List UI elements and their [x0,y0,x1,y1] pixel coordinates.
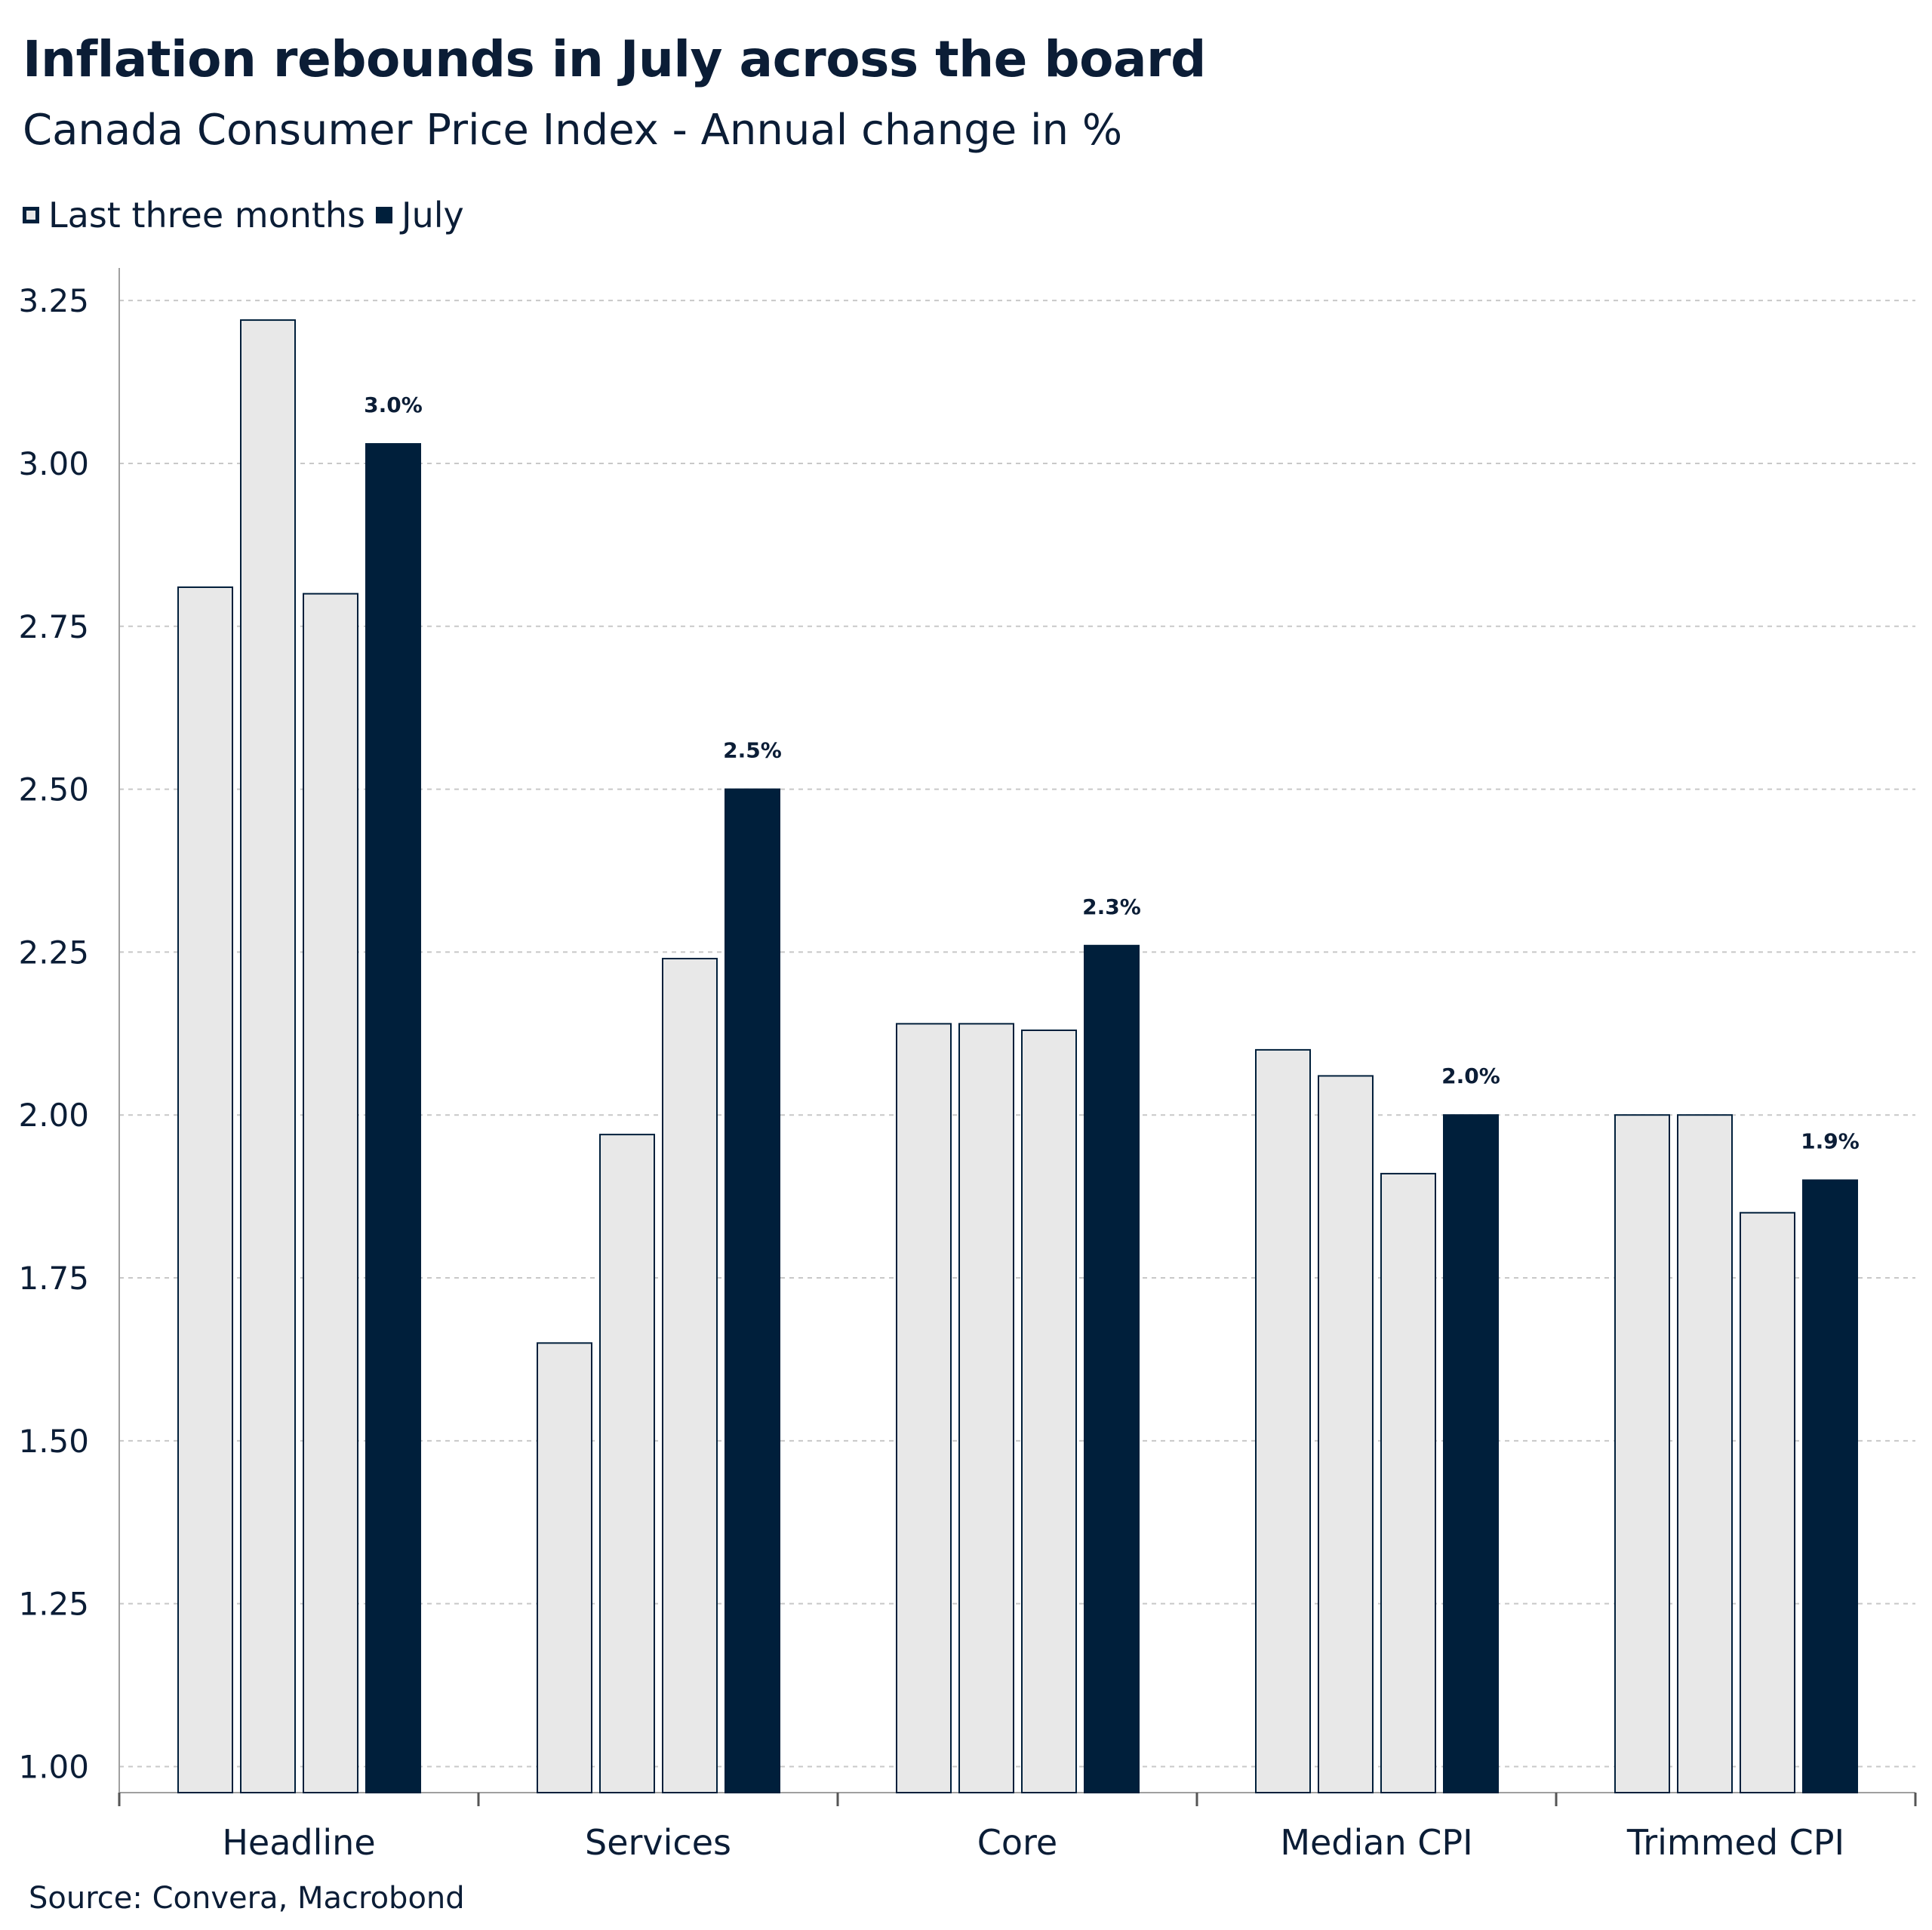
y-tick-label: 3.00 [18,445,89,482]
legend-swatch-last-three-months [23,207,39,223]
bar-july [1443,1114,1499,1793]
legend: Last three months July [23,195,475,235]
y-tick-label: 2.25 [18,934,89,971]
bar-last-three-months [1614,1114,1670,1793]
legend-label-last-three-months: Last three months [48,195,366,235]
data-label: 2.5% [723,738,782,763]
y-tick-label: 2.00 [18,1097,89,1134]
bar-last-three-months [1318,1075,1374,1793]
bar-last-three-months [1021,1030,1077,1793]
bar-last-three-months [1677,1114,1733,1793]
source-note: Source: Convera, Macrobond [29,1881,465,1916]
y-tick-label: 2.50 [18,771,89,808]
data-label: 3.0% [364,392,423,417]
y-tick-label: 1.50 [18,1423,89,1460]
legend-item-july: July [376,195,464,235]
bar-last-three-months [599,1134,655,1793]
bar-last-three-months [958,1023,1014,1794]
y-tick-label: 3.25 [18,282,89,319]
x-category-label: Median CPI [1280,1822,1472,1863]
chart-title: Inflation rebounds in July across the bo… [23,30,1206,88]
bar-july [724,788,780,1793]
bar-last-three-months [240,319,296,1793]
legend-label-july: July [401,195,464,235]
bar-last-three-months [662,958,718,1793]
bar-july [1802,1179,1858,1793]
y-tick-label: 1.00 [18,1748,89,1785]
data-label: 2.0% [1441,1064,1500,1088]
bar-last-three-months [1740,1211,1795,1793]
bar-last-three-months [537,1342,592,1794]
bar-july [365,443,421,1793]
legend-swatch-july [376,207,393,223]
data-label: 2.3% [1082,894,1141,919]
y-tick-label: 1.75 [18,1260,89,1297]
bar-last-three-months [896,1023,952,1794]
x-category-label: Services [585,1822,731,1863]
x-category-label: Core [977,1822,1057,1863]
bar-last-three-months [177,586,233,1793]
bar-last-three-months [1255,1048,1311,1793]
data-label: 1.9% [1801,1129,1860,1154]
bar-last-three-months [303,593,358,1793]
bar-last-three-months [1380,1172,1436,1793]
bar-july [1084,944,1140,1793]
chart-subtitle: Canada Consumer Price Index - Annual cha… [23,106,1123,155]
y-tick-label: 2.75 [18,608,89,645]
x-category-label: Headline [222,1822,375,1863]
legend-item-last-three-months: Last three months [23,195,365,235]
x-category-label: Trimmed CPI [1626,1822,1844,1863]
y-tick-label: 1.25 [18,1586,89,1623]
